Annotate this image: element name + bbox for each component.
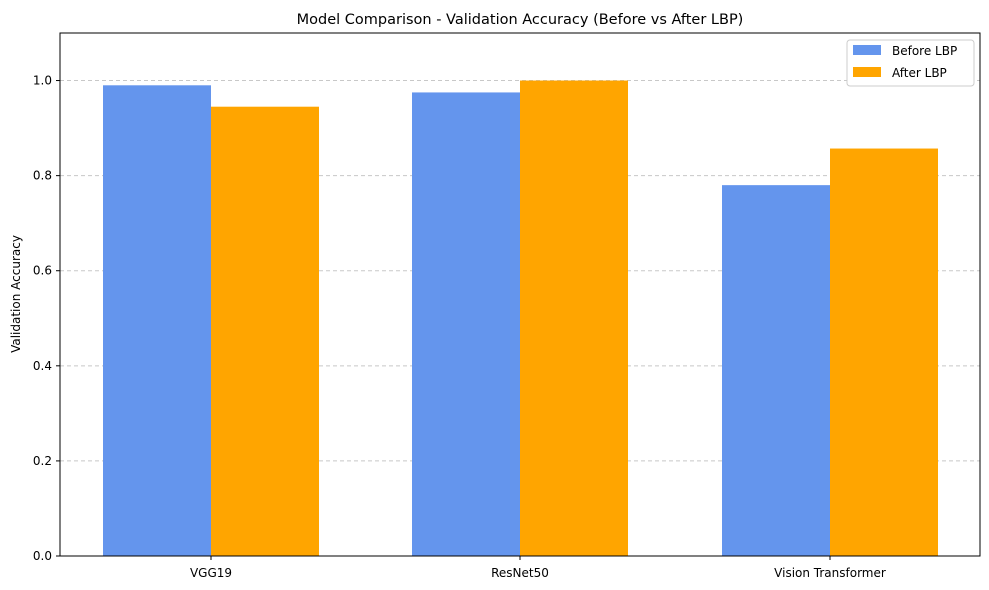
legend: Before LBP After LBP <box>846 39 975 87</box>
bars <box>103 80 938 557</box>
bar-before-lbp-vision-transformer <box>722 185 830 557</box>
legend-label-after-lbp: After LBP <box>892 66 947 80</box>
bar-before-lbp-vgg19 <box>103 85 211 557</box>
bar-before-lbp-resnet50 <box>412 92 520 556</box>
y-tick-label: 0.0 <box>33 549 52 563</box>
y-tick-label: 0.4 <box>33 359 52 373</box>
legend-swatch-before-lbp <box>853 45 881 55</box>
x-tick-label: VGG19 <box>190 566 232 580</box>
x-tick-label: Vision Transformer <box>774 566 886 580</box>
y-tick-label: 0.2 <box>33 454 52 468</box>
chart-title: Model Comparison - Validation Accuracy (… <box>297 12 744 28</box>
x-axis-ticks: VGG19 ResNet50 Vision Transformer <box>190 556 886 580</box>
x-tick-label: ResNet50 <box>491 566 549 580</box>
bar-after-lbp-vgg19 <box>211 106 319 556</box>
y-tick-label: 0.6 <box>33 264 52 278</box>
y-axis-label: Validation Accuracy <box>9 235 23 353</box>
y-tick-label: 0.8 <box>33 169 52 183</box>
legend-swatch-after-lbp <box>853 67 881 77</box>
bar-after-lbp-resnet50 <box>520 80 628 556</box>
y-axis-ticks: 0.0 0.2 0.4 0.6 0.8 1.0 <box>33 74 60 563</box>
legend-label-before-lbp: Before LBP <box>892 44 957 58</box>
bar-after-lbp-vision-transformer <box>830 148 938 556</box>
y-tick-label: 1.0 <box>33 74 52 88</box>
